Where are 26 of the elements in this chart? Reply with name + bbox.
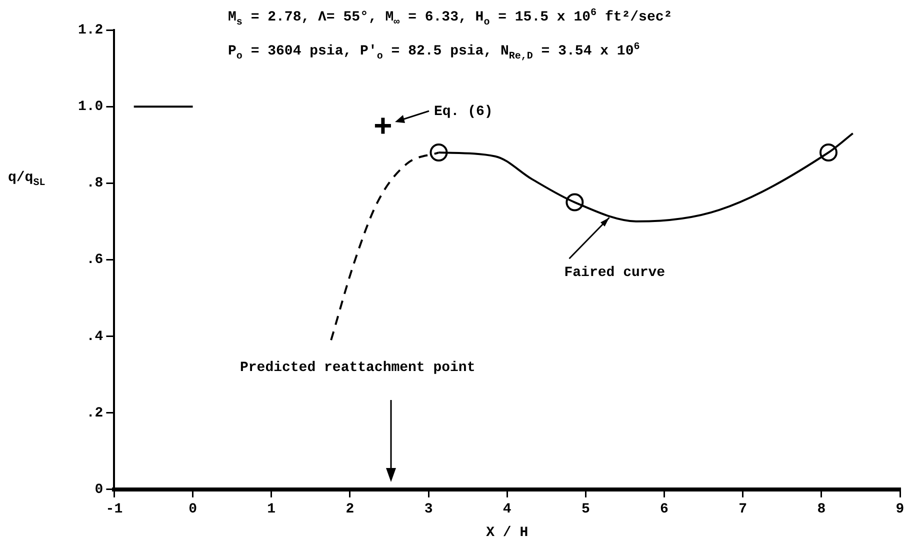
x-tick-label: 2 [346, 501, 354, 518]
x-tick-label: 4 [502, 501, 512, 518]
x-tick-label: 7 [738, 501, 748, 518]
point [373, 116, 393, 136]
y-tick-label: 0 [94, 482, 104, 498]
text: P$_{o}$ = 3604 psia, P′$_{o}$ = 82.5 psia, N$_{Re,D}$ = 3.54 x 10$^{6}$ [228, 42, 640, 62]
x-tick-label: 6 [660, 501, 668, 518]
x-tick-label: 1 [267, 501, 276, 518]
annotation: Predicted reattachment point [240, 360, 476, 376]
y-tick-label: 1.2 [78, 22, 104, 39]
annotation: Eq. (6) [434, 104, 493, 120]
y-axis-title: q/q$_{SL}$ [8, 170, 46, 189]
x-tick-label: 5 [581, 501, 590, 518]
y-tick-label: .2 [86, 405, 104, 422]
chart-title: M$_{s}$ = 2.78, Λ= 55°, M$_{∞}$ = 6.33, H$_{o}$ = 15.5 x 10$^{6}$ ft²/sec² [228, 8, 672, 28]
y-tick-label: .4 [86, 328, 104, 345]
annotation: Faired curve [564, 265, 666, 282]
x-tick-label: 8 [817, 501, 826, 518]
x-tick-label: 0 [188, 501, 197, 518]
x-tick-label: 3 [424, 501, 433, 518]
x-axis-title: X / H [486, 525, 528, 542]
y-tick-label: .8 [86, 176, 104, 192]
y-tick-label: 1.0 [78, 99, 104, 116]
x-tick-label: 9 [896, 501, 904, 518]
y-tick-label: .6 [86, 252, 104, 268]
x-tick-label: -1 [106, 501, 123, 518]
